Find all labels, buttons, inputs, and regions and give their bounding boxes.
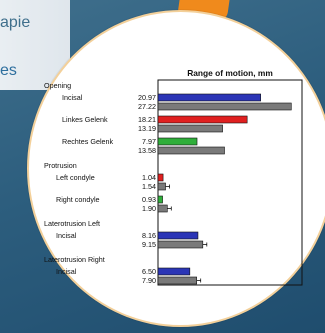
value-label-2: 7.90 (142, 276, 156, 285)
chart-plot-frame (157, 79, 303, 286)
group-label: Laterotrusion Left (44, 219, 100, 228)
value-label-1: 6.50 (142, 267, 156, 276)
value-label-2: 13.19 (138, 124, 156, 133)
value-label-1: 7.97 (142, 137, 156, 146)
chart-title: Range of motion, mm (187, 68, 273, 78)
bar-colored (157, 93, 261, 102)
item-label: Rechtes Gelenk (62, 137, 114, 146)
bar-colored (157, 137, 198, 146)
item-label: Incisal (56, 231, 77, 240)
bar-colored (157, 195, 163, 204)
value-label-2: 1.54 (142, 182, 156, 191)
bar-colored (157, 173, 164, 182)
group-label: Protrusion (44, 161, 77, 170)
bar-gray (157, 124, 223, 133)
value-label-1: 1.04 (142, 173, 156, 182)
bar-colored (157, 267, 191, 276)
value-label-1: 0.93 (142, 195, 156, 204)
bar-gray (157, 204, 168, 213)
value-label-1: 20.97 (138, 93, 156, 102)
group-label: Opening (44, 81, 71, 90)
item-label: Right condyle (56, 195, 100, 204)
bar-gray (157, 182, 166, 191)
value-label-2: 13.58 (138, 146, 156, 155)
bar-gray (157, 276, 197, 285)
item-label: Incisal (62, 93, 83, 102)
group-label: Laterotrusion Right (44, 255, 105, 264)
item-label: Linkes Gelenk (62, 115, 108, 124)
bar-gray (157, 240, 204, 249)
bar-colored (157, 115, 248, 124)
value-label-1: 18.21 (138, 115, 156, 124)
bar-colored (157, 231, 199, 240)
bar-gray (157, 146, 225, 155)
value-label-1: 8.16 (142, 231, 156, 240)
item-label: Left condyle (56, 173, 95, 182)
value-label-2: 27.22 (138, 102, 156, 111)
side-text-top: apie (0, 14, 31, 31)
bar-gray (157, 102, 292, 111)
item-label: Incisal (56, 267, 77, 276)
value-label-2: 1.90 (142, 204, 156, 213)
value-label-2: 9.15 (142, 240, 156, 249)
side-text-bottom: es (0, 62, 17, 79)
